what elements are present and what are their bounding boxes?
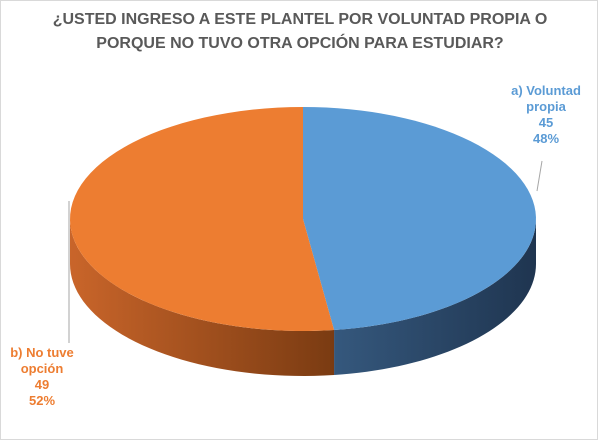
value-label: 45 <box>538 115 554 130</box>
slice <box>70 107 335 331</box>
percent-label: 48% <box>532 131 560 146</box>
category-label: a) Voluntad propia <box>511 83 581 114</box>
chart-title: PORQUE NO TUVO OTRA OPCIÓN PARA ESTUDIAR… <box>96 35 504 52</box>
data-label: a) Voluntad propia 45 48% <box>506 83 586 147</box>
value-label: 49 <box>34 377 50 392</box>
category-label: b) No tuve opción <box>10 345 74 376</box>
slice-side <box>70 219 335 376</box>
chart-title: ¿USTED INGRESO A ESTE PLANTEL POR VOLUNT… <box>52 11 548 28</box>
slice-side <box>334 219 536 376</box>
percent-label: 52% <box>28 393 56 408</box>
leader-line <box>536 160 543 192</box>
slice <box>303 107 536 331</box>
data-label: b) No tuve opción 49 52% <box>3 345 81 409</box>
